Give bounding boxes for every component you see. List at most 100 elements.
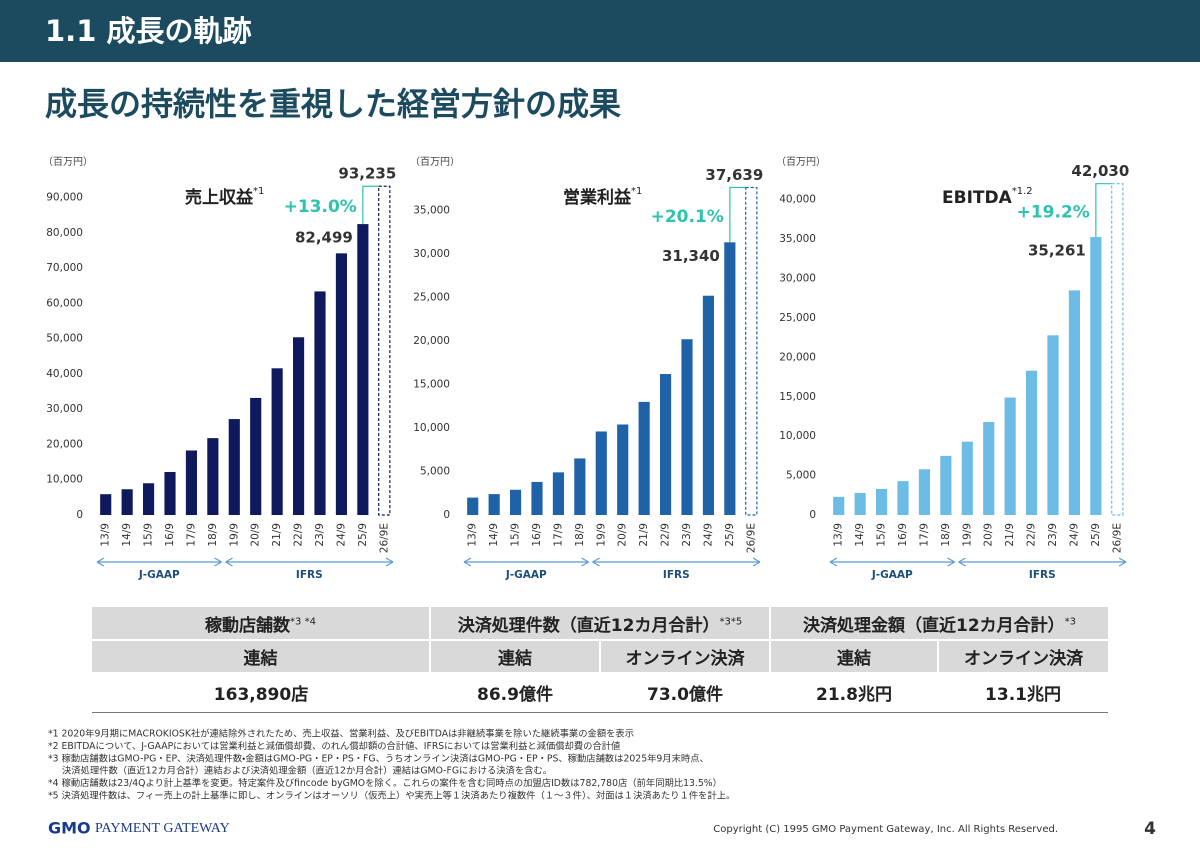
bar <box>1047 335 1059 515</box>
y-tick-label: 20,000 <box>779 351 816 363</box>
arrow-head <box>958 557 1127 567</box>
x-tick-label: 24/9 <box>702 523 714 547</box>
x-tick-label: 13/9 <box>833 523 845 547</box>
y-tick-label: 60,000 <box>46 297 83 309</box>
bar <box>983 421 995 515</box>
group-text: 決済処理件数（直近12カ月合計） <box>457 615 720 636</box>
x-tick-label: 17/9 <box>185 523 197 547</box>
y-tick-label: 90,000 <box>46 192 83 204</box>
growth-label: +19.2% <box>1017 202 1090 222</box>
arrow-head <box>829 557 955 567</box>
subheader: 連結 <box>429 639 600 672</box>
group-note: *3 *4 <box>290 615 316 627</box>
x-tick-label: 25/9 <box>357 523 369 547</box>
logo-mark: GMO <box>48 819 91 838</box>
bar <box>702 295 714 515</box>
subtitle: 成長の持続性を重視した経営方針の成果 <box>45 85 621 123</box>
x-tick-label: 24/9 <box>335 523 347 547</box>
growth-bracket <box>362 185 379 225</box>
y-tick-label: 35,000 <box>413 204 450 216</box>
growth-bracket <box>729 186 746 243</box>
y-tick-label: 10,000 <box>779 430 816 442</box>
value-label: 35,261 <box>1028 242 1086 260</box>
chart-title: 営業利益*1 <box>563 186 642 208</box>
value-label: 37,639 <box>705 166 763 184</box>
header-title: 1.1 成長の軌跡 <box>45 14 251 48</box>
subheader: 連結 <box>769 639 938 672</box>
value-label: 31,340 <box>662 247 720 265</box>
bar <box>335 253 347 516</box>
x-tick-label: 22/9 <box>660 523 672 547</box>
group-header: 決済処理件数（直近12カ月合計）*3*5 <box>429 607 770 640</box>
period-label: J-GAAP <box>871 569 913 581</box>
bar <box>876 488 888 515</box>
y-tick-label: 5,000 <box>420 465 450 477</box>
y-tick-label: 10,000 <box>413 422 450 434</box>
y-tick-label: 10,000 <box>46 474 83 486</box>
bar <box>185 450 197 515</box>
y-tick-label: 20,000 <box>413 335 450 347</box>
subheader: 連結 <box>92 639 430 672</box>
bar <box>357 224 369 516</box>
arrow-head <box>225 557 394 567</box>
footnote: *4 稼動店舗数は23/4Qより計上基準を変更。特定案件及びfincode by… <box>48 777 722 789</box>
x-tick-label: 13/9 <box>467 523 479 547</box>
y-tick-label: 0 <box>443 509 450 521</box>
y-tick-label: 30,000 <box>413 248 450 260</box>
x-tick-label: 19/9 <box>961 523 973 547</box>
x-tick-label: 15/9 <box>143 523 155 547</box>
table-value: 73.0億件 <box>600 672 770 713</box>
y-tick-label: 80,000 <box>46 227 83 239</box>
table-subheader-row: 連結 連結 オンライン決済 連結 オンライン決済 <box>92 639 1109 672</box>
y-tick-label: 0 <box>76 509 83 521</box>
x-tick-label: 21/9 <box>1004 523 1016 547</box>
y-tick-label: 20,000 <box>46 438 83 450</box>
bar <box>293 337 305 515</box>
y-tick-label: 5,000 <box>786 470 816 482</box>
bar <box>271 368 283 515</box>
bar <box>314 291 326 515</box>
bar <box>833 496 845 515</box>
chart-title: EBITDA*1.2 <box>942 186 1033 208</box>
table-value: 21.8兆円 <box>770 672 938 713</box>
y-tick-label: 25,000 <box>779 312 816 324</box>
chart-title-text: EBITDA <box>942 188 1013 208</box>
bar <box>467 497 479 515</box>
chart-title-text: 営業利益 <box>563 187 632 208</box>
x-tick-label: 19/9 <box>595 523 607 547</box>
logo-text: PAYMENT GATEWAY <box>95 821 230 836</box>
period-label: J-GAAP <box>505 569 547 581</box>
bar <box>574 458 586 515</box>
growth-label: +20.1% <box>651 207 724 227</box>
bar <box>595 431 607 515</box>
bar <box>918 469 930 515</box>
x-tick-label: 20/9 <box>617 523 629 547</box>
value-label: 93,235 <box>338 165 396 183</box>
x-tick-label: 17/9 <box>552 523 564 547</box>
value-label: 42,030 <box>1071 162 1129 180</box>
x-tick-label: 26/9E <box>1111 523 1123 553</box>
footnote: *5 決済処理件数は、フィー売上の計上基準に即し、オンラインはオーソリ（仮売上）… <box>48 790 735 802</box>
x-tick-label: 21/9 <box>271 523 283 547</box>
x-tick-label: 16/9 <box>897 523 909 547</box>
x-tick-label: 21/9 <box>638 523 650 547</box>
x-tick-label: 26/9E <box>745 523 757 553</box>
x-tick-label: 14/9 <box>121 523 133 547</box>
y-tick-label: 50,000 <box>46 333 83 345</box>
x-tick-label: 15/9 <box>876 523 888 547</box>
value-label: 82,499 <box>295 229 353 247</box>
bar <box>1068 290 1080 515</box>
chart-title: 売上収益*1 <box>185 186 264 208</box>
bar <box>121 489 133 515</box>
bar <box>961 441 973 515</box>
arrow-head <box>463 557 589 567</box>
bar <box>745 186 758 516</box>
x-tick-label: 17/9 <box>918 523 930 547</box>
bar <box>207 438 219 515</box>
bar <box>250 397 262 515</box>
unit-label: （百万円） <box>410 156 460 168</box>
arrow-head <box>96 557 222 567</box>
bar <box>552 472 564 515</box>
x-tick-label: 23/9 <box>314 523 326 547</box>
